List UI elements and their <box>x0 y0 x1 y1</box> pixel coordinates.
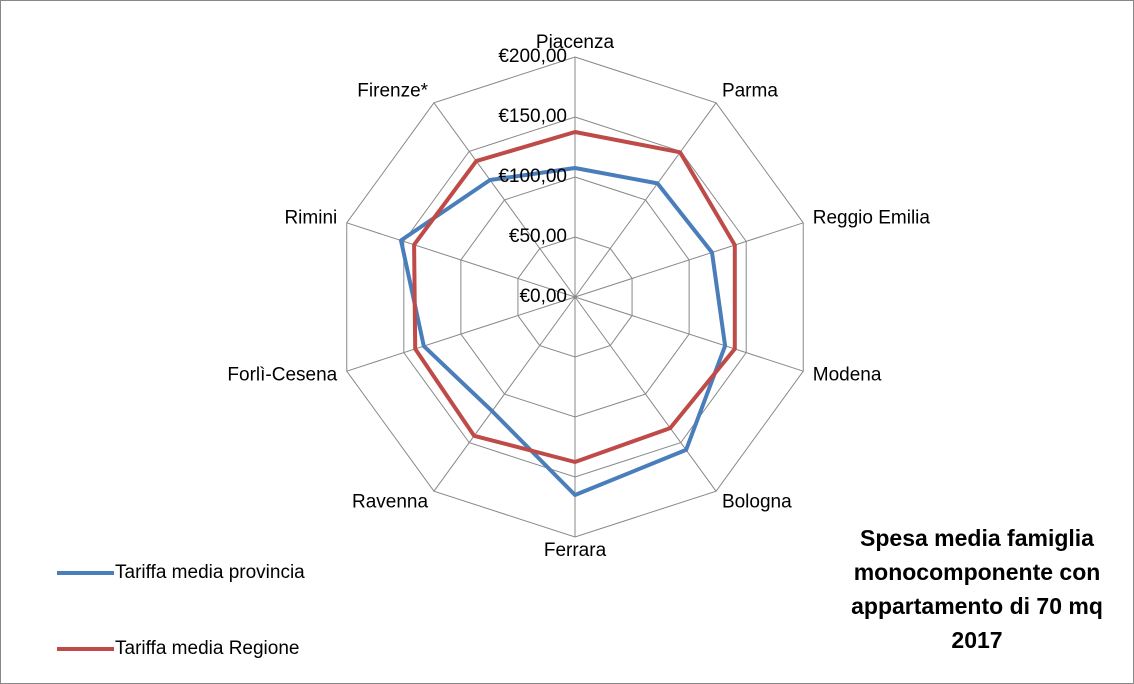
tick-label: €200,00 <box>498 46 567 67</box>
spoke <box>346 222 576 298</box>
category-label: Forlì-Cesena <box>227 365 337 386</box>
spoke <box>433 296 576 492</box>
spoke <box>433 102 576 298</box>
legend-label: Tariffa media provincia <box>115 562 305 583</box>
category-label: Parma <box>722 81 778 102</box>
category-label: Firenze* <box>357 81 428 102</box>
tick-label: €0,00 <box>519 286 567 307</box>
category-label: Rimini <box>284 208 337 229</box>
spoke <box>574 296 717 492</box>
chart-title: Spesa media famiglia monocomponente con ap… <box>851 525 1103 653</box>
category-label: Reggio Emilia <box>813 208 931 229</box>
legend-label: Tariffa media Regione <box>115 638 299 659</box>
tick-label: €50,00 <box>509 226 567 247</box>
spoke <box>346 296 576 372</box>
category-label: Ravenna <box>352 492 428 513</box>
tick-label: €100,00 <box>498 166 567 187</box>
category-label: Bologna <box>722 492 792 513</box>
category-label: Piacenza <box>536 32 615 53</box>
spoke <box>574 102 717 298</box>
spoke <box>574 222 804 298</box>
category-label: Ferrara <box>544 540 607 561</box>
spoke <box>574 296 804 372</box>
category-label: Modena <box>813 365 882 386</box>
series-line <box>412 130 737 464</box>
tick-label: €150,00 <box>498 106 567 127</box>
